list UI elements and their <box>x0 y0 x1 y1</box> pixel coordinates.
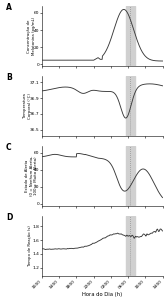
Text: C: C <box>6 143 12 152</box>
Bar <box>126 146 135 206</box>
Text: B: B <box>6 73 12 82</box>
Bar <box>126 216 135 276</box>
Bar <box>126 6 135 66</box>
Text: A: A <box>6 3 12 12</box>
Y-axis label: Temperatura
Corporal (°C): Temperatura Corporal (°C) <box>23 93 32 119</box>
X-axis label: Hora do Dia (h): Hora do Dia (h) <box>82 292 122 296</box>
Y-axis label: Estado de Alerta
(0 = Nenhum Alerta,
100 = Muito Alerta): Estado de Alerta (0 = Nenhum Alerta, 100… <box>25 156 38 196</box>
Bar <box>126 76 135 136</box>
Text: D: D <box>6 213 12 222</box>
Y-axis label: Concentração de
Melatonina (pg/mL): Concentração de Melatonina (pg/mL) <box>27 17 36 55</box>
Y-axis label: Tempo de Reação (s): Tempo de Reação (s) <box>28 226 32 266</box>
